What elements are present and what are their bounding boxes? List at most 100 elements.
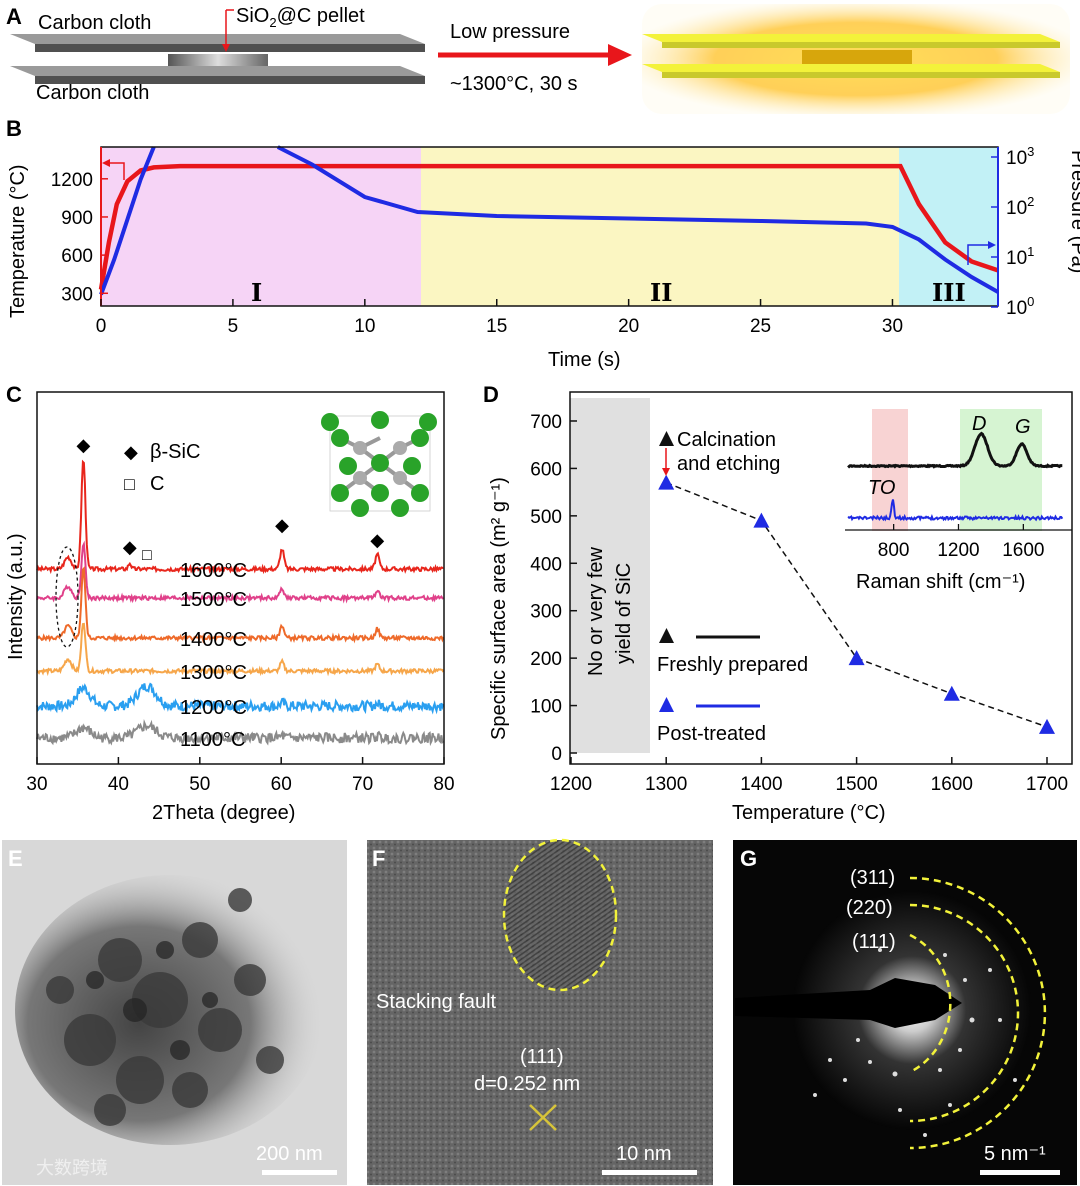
ring-111 [909,933,952,1074]
ring-label-220: (220) [846,897,893,919]
panel-d: D No or very few yield of SiC 1200 1300 14… [483,382,1073,824]
d-ytick-500: 500 [530,507,562,528]
ring-311 [909,876,1047,1150]
xrd-label-2: 1400°C [180,629,247,651]
b-ylabel: Temperature (°C) [7,164,29,318]
plot-frame-c [36,391,445,765]
ring-label-311: (311) [850,867,895,889]
d-ytick-700: 700 [530,412,562,433]
raman-peak-g: G [1015,416,1031,438]
legend-c-label: C [150,473,164,495]
b-xtick-20: 20 [618,316,639,337]
d-xtick-1700: 1700 [1026,774,1068,795]
b-ytick-1200: 1200 [51,170,93,191]
b-y2tick-3: 103 [1006,144,1034,169]
d-spacing-label: d=0.252 nm [474,1073,580,1095]
raman-xtick-1600: 1600 [1002,540,1044,561]
crystal-structure-inset [321,411,437,517]
legend-fresh-label: Freshly prepared [657,654,808,676]
stage-label-i: I [251,278,262,307]
pressure-line-decay [276,145,999,294]
ssa-point-1500 [848,650,865,666]
xrd-label-1: 1500°C [180,589,247,611]
raman-xtick-800: 800 [878,540,910,561]
d-xtick-1200: 1200 [550,774,592,795]
no-yield-text-1: No or very few [585,547,607,676]
d-ytick-600: 600 [530,459,562,480]
annotation-calcination: Calcination [677,429,776,451]
xrd-label-5: 1100°C [180,729,245,751]
c-xtick-70: 70 [352,774,373,795]
ssa-point-1700 [1039,718,1055,734]
b-y2tick-0: 100 [1006,294,1034,319]
panel-label-f: F [372,846,385,871]
b-xtick-30: 30 [882,316,903,337]
raman-fresh-curve [847,431,1063,469]
b-y2tick-1: 101 [1006,244,1034,269]
panel-label-a: A [6,4,22,29]
b-xtick-10: 10 [354,316,375,337]
plot-frame-d [569,391,1073,765]
panel-b: B 0 5 10 15 20 25 303006009001200100101102103 … [6,116,1080,371]
temperature-line [98,163,999,290]
stage-label-iii: III [932,278,966,307]
c-xtick-40: 40 [108,774,129,795]
top-cloth-label: Carbon cloth [38,12,151,34]
xrd-curve-4 [36,682,445,715]
beam-stopper [735,978,962,1028]
raman-xtick-1200: 1200 [937,540,979,561]
stage-i-region [101,147,421,306]
xrd-curve-1 [36,540,444,604]
b-xtick-0: 0 [96,316,107,337]
no-yield-text-2: yield of SiC [613,563,635,664]
raman-peak-to: TO [868,477,895,499]
xrd-curve-0 [36,459,444,575]
ring-220 [909,903,1020,1123]
pressure-line-rise [99,146,156,296]
d-xlabel: Temperature (°C) [732,802,886,824]
xrd-curve-5 [36,719,444,747]
bottom-cloth-label: Carbon cloth [36,82,149,104]
arrow-bottom-label: ~1300°C, 30 s [450,73,578,95]
b-xtick-5: 5 [228,316,239,337]
c-peak-marker: □ [142,547,152,564]
legend-sic-symbol: ◆ [124,442,138,462]
legend-post-label: Post-treated [657,723,766,745]
saed-scale-label: 5 nm⁻¹ [984,1143,1046,1165]
carbon-cloth-bottom [10,66,425,76]
c-xtick-30: 30 [26,774,47,795]
d-ytick-400: 400 [530,554,562,575]
pellet-label: SiO2@C pellet [236,5,365,30]
xrd-label-0: 1600°C [180,560,247,582]
panel-label-c: C [6,382,22,407]
fresh-marker-1300 [659,431,674,446]
panel-a: A Carbon cloth Carbon cloth SiO2@C pelle… [6,4,1070,114]
panel-label-d: D [483,382,499,407]
tem-scale-label: 200 nm [256,1143,323,1165]
panel-e: E 200 nm 大数跨境 [2,840,347,1185]
raman-peak-d: D [972,413,986,435]
ssa-point-1400 [753,512,770,528]
legend-fresh-marker [659,628,674,643]
b-y2label: Pressure (Pa) [1067,150,1080,273]
sio2-c-pellet [168,54,268,66]
panel-f: F Stacking fault (111) d=0.252 nm 10 nm [367,838,713,1185]
sic-peak-marker-1: ◆ [123,537,137,557]
carbon-cloth-top [10,34,425,44]
legend-post-marker [659,697,674,712]
b-xtick-25: 25 [750,316,771,337]
c-xtick-80: 80 [433,774,454,795]
ssa-point-1600 [943,685,960,701]
panel-c: C 30 40 50 60 70 80 1600°C 1500°C 1400°C 1300°C 1… [5,382,455,824]
panel-label-b: B [6,116,22,141]
glowing-pellet [802,50,912,64]
xrd-curve-3 [36,622,445,677]
c-ylabel: Intensity (a.u.) [5,533,27,660]
xrd-curve-2 [36,566,445,644]
b-y2tick-2: 102 [1006,194,1034,219]
legend-sic-label: β-SiC [150,441,200,463]
d-xtick-1400: 1400 [740,774,782,795]
raman-xlabel: Raman shift (cm⁻¹) [856,571,1025,593]
b-xlabel: Time (s) [548,349,621,371]
